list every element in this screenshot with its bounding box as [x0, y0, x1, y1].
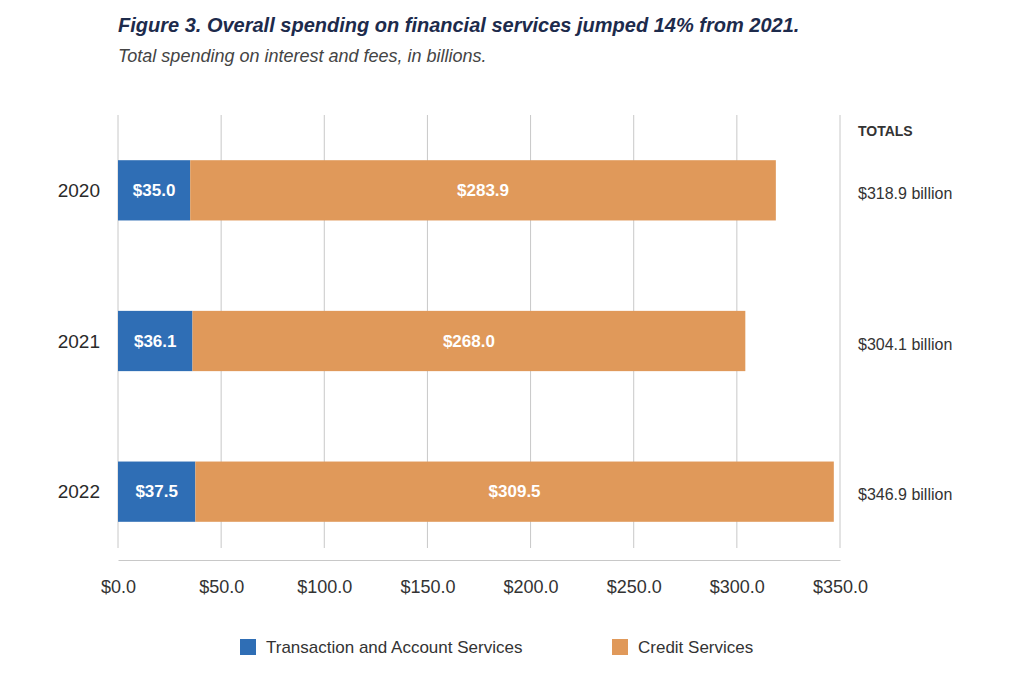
- tick: $50.0: [199, 560, 244, 597]
- category-label: 2020: [58, 180, 100, 201]
- bar: [190, 160, 776, 220]
- total-label: $318.9 billion: [858, 185, 952, 202]
- data-label: $309.5: [489, 482, 541, 501]
- data-label: $283.9: [457, 181, 509, 200]
- data-label: $268.0: [443, 332, 495, 351]
- title: Figure 3. Overall spending on financial …: [118, 14, 799, 36]
- category-label: 2021: [58, 331, 100, 352]
- tick-label: $0.0: [101, 577, 136, 597]
- data-label: $37.5: [135, 482, 178, 501]
- tick: $350.0: [813, 560, 868, 597]
- bar: [195, 462, 833, 522]
- data-labels: $35.0 $36.1 $37.5 $283.9 $268.0 $309.5: [133, 181, 541, 501]
- bar: [118, 462, 195, 522]
- tick-label: $200.0: [504, 577, 559, 597]
- data-label: $36.1: [134, 332, 177, 351]
- tick: $150.0: [400, 560, 455, 597]
- tick-label: $50.0: [199, 577, 244, 597]
- legend-label: Credit Services: [638, 638, 753, 657]
- legend: Transaction and Account Services Credit S…: [240, 638, 753, 657]
- tick-label: $150.0: [400, 577, 455, 597]
- tick: $200.0: [504, 560, 559, 597]
- tick: $250.0: [607, 560, 662, 597]
- tick-label: $350.0: [813, 577, 868, 597]
- category-label: 2022: [58, 481, 100, 502]
- chart-root: Figure 3. Overall spending on financial …: [0, 0, 1024, 685]
- tick: $0.0: [101, 560, 136, 597]
- tick-label: $100.0: [297, 577, 352, 597]
- tick: $100.0: [297, 560, 352, 597]
- legend-swatch: [240, 639, 256, 655]
- bar: [118, 160, 190, 220]
- subtitle: Total spending on interest and fees, in …: [118, 46, 487, 66]
- data-label: $35.0: [133, 181, 176, 200]
- bar: [118, 311, 192, 371]
- axis-line: [119, 560, 841, 561]
- bar: [192, 311, 745, 371]
- totals-title: TOTALS: [858, 123, 913, 139]
- legend-label: Transaction and Account Services: [266, 638, 522, 657]
- y-axis-labels: 2020 2021 2022: [58, 180, 100, 502]
- tick: $300.0: [710, 560, 765, 597]
- x-axis: $0.0 $50.0 $100.0 $150.0 $200.0 $250.0 $300.0 $…: [101, 560, 868, 597]
- legend-swatch: [612, 639, 628, 655]
- grid-line: [840, 115, 841, 548]
- tick-label: $250.0: [607, 577, 662, 597]
- totals: TOTALS $318.9 billion $304.1 billion $346.9…: [858, 123, 952, 503]
- total-label: $304.1 billion: [858, 336, 952, 353]
- bars: [118, 160, 834, 522]
- total-label: $346.9 billion: [858, 486, 952, 503]
- tick-label: $300.0: [710, 577, 765, 597]
- grid: [118, 115, 840, 548]
